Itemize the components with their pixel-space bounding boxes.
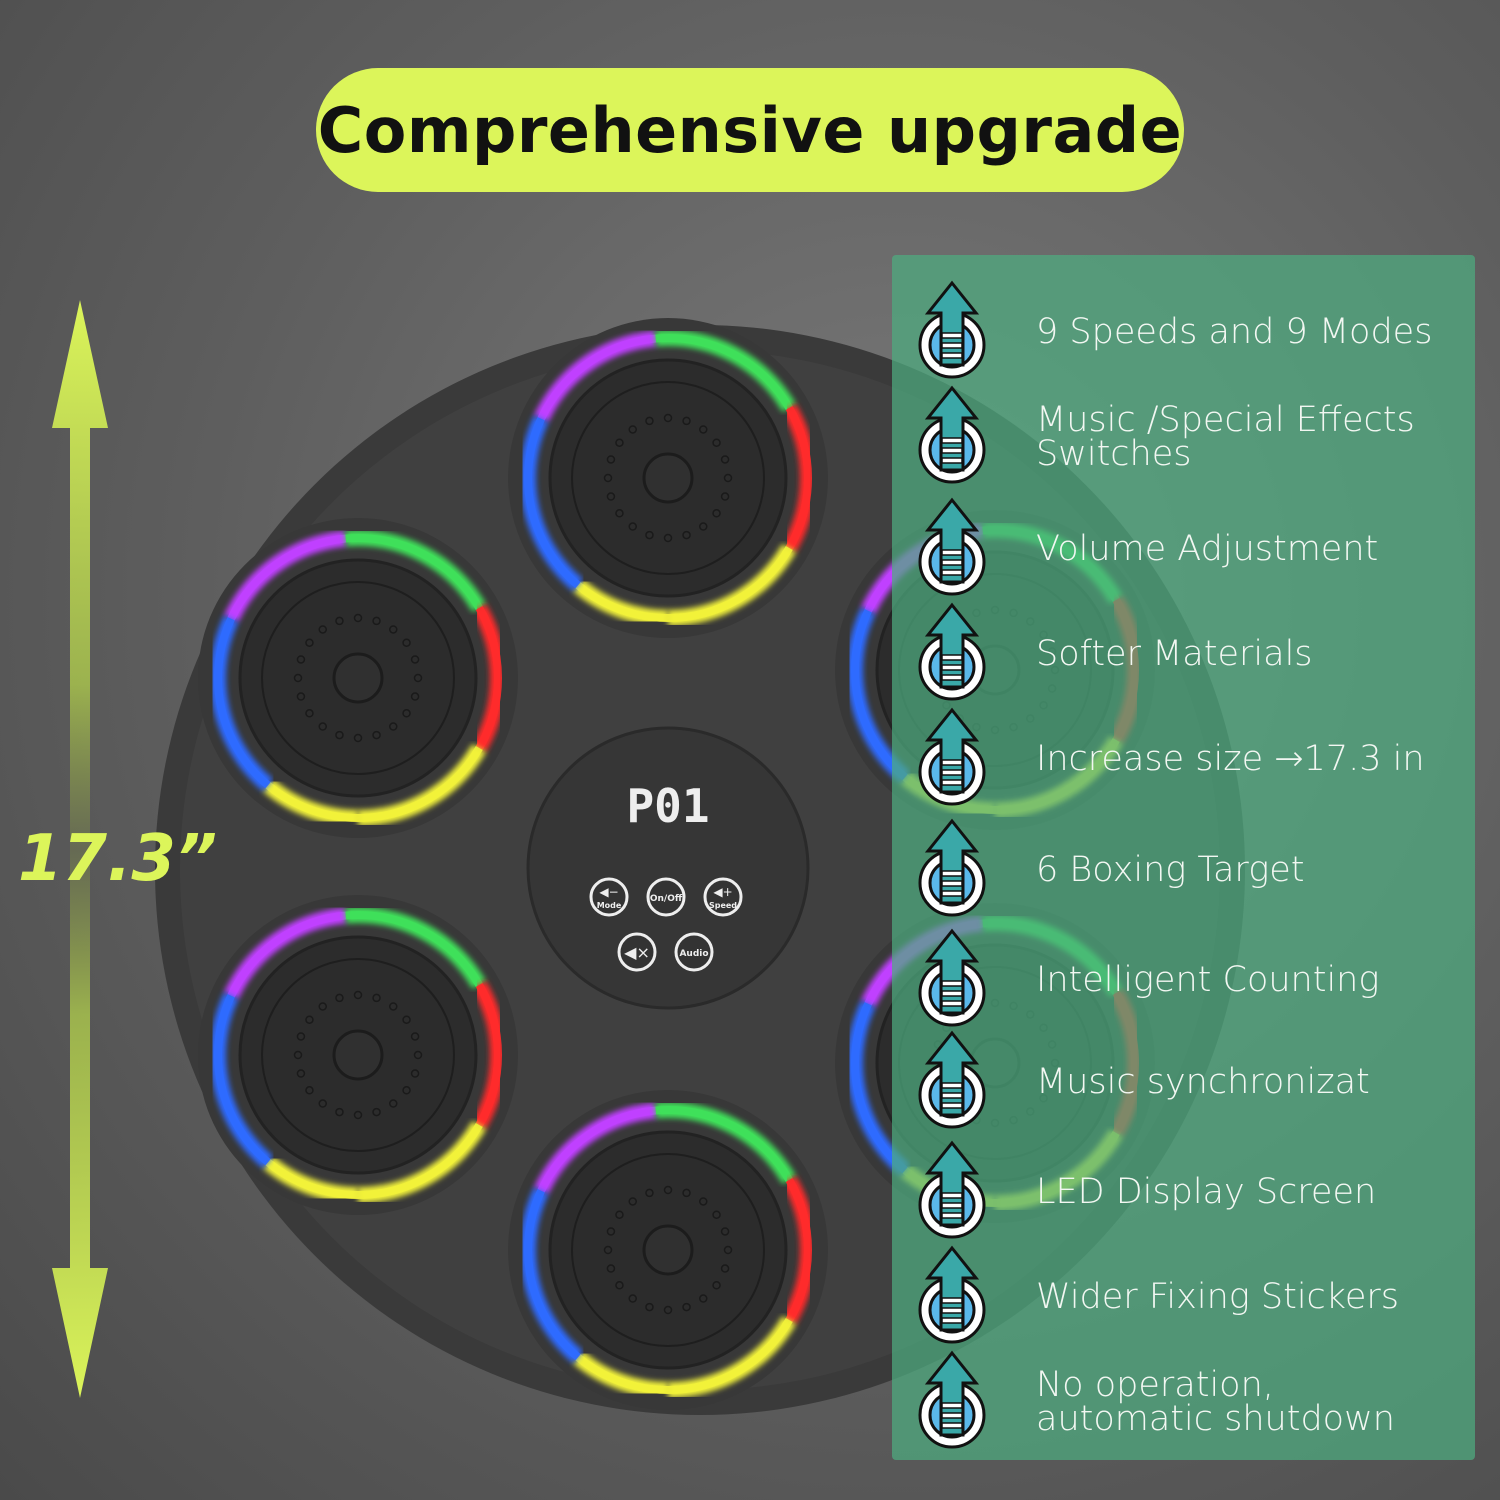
control-button-label: Mode (597, 901, 622, 910)
height-arrow (52, 300, 108, 1398)
boxing-target[interactable] (198, 895, 518, 1215)
control-button-onoff[interactable]: On/Off (646, 877, 686, 917)
control-button-audio[interactable]: Audio (674, 932, 714, 972)
boxing-target[interactable] (508, 1090, 828, 1410)
boxing-target[interactable] (198, 518, 518, 838)
size-label: 17.3” (18, 822, 218, 896)
feature-label: Music /Special Effects Switches (1036, 400, 1415, 474)
feature-label: Wider Fixing Stickers (1036, 1277, 1399, 1317)
feature-label: 9 Speeds and 9 Modes (1036, 312, 1433, 352)
power-upgrade-icon (916, 704, 992, 814)
control-button-speed[interactable]: ◀+ Speed (703, 877, 743, 917)
control-button-mute[interactable]: ◀× (617, 932, 657, 972)
feature-label: Music synchronizat (1036, 1062, 1370, 1102)
power-upgrade-icon (916, 1242, 992, 1352)
feature-label: Intelligent Counting (1036, 960, 1380, 1000)
control-button-label: Speed (709, 901, 737, 910)
feature-label: Volume Adjustment (1036, 529, 1379, 569)
control-button-label: On/Off (650, 894, 683, 904)
feature-label: No operation, automatic shutdown (1036, 1365, 1395, 1439)
power-upgrade-icon (916, 599, 992, 709)
volume-down-icon: ◀− (599, 885, 618, 899)
feature-item: 6 Boxing Target (892, 815, 1475, 925)
feature-label: Softer Materials (1036, 634, 1313, 674)
power-upgrade-icon (916, 925, 992, 1035)
feature-item: Softer Materials (892, 599, 1475, 709)
features-panel: 9 Speeds and 9 Modes Music /Special Effec… (892, 255, 1475, 1460)
feature-item: 9 Speeds and 9 Modes (892, 277, 1475, 387)
control-panel: P01 ◀− Mode On/Off ◀+ Speed ◀× Audio (526, 726, 810, 1010)
feature-item: Volume Adjustment (892, 494, 1475, 604)
led-readout: P01 (626, 779, 709, 833)
feature-item: Wider Fixing Stickers (892, 1242, 1475, 1352)
control-button-mode[interactable]: ◀− Mode (589, 877, 629, 917)
boxing-target[interactable] (508, 318, 828, 638)
power-upgrade-icon (916, 1027, 992, 1137)
power-upgrade-icon (916, 1347, 992, 1457)
feature-item: Increase size →17.3 in (892, 704, 1475, 814)
feature-item: Intelligent Counting (892, 925, 1475, 1035)
power-upgrade-icon (916, 277, 992, 387)
feature-item: Music /Special Effects Switches (892, 382, 1475, 492)
mute-icon: ◀× (624, 943, 650, 962)
feature-label: Increase size →17.3 in (1036, 739, 1425, 779)
control-button-label: Audio (679, 949, 708, 959)
power-upgrade-icon (916, 382, 992, 492)
feature-item: Music synchronizat (892, 1027, 1475, 1137)
title-banner: Comprehensive upgrade (316, 68, 1184, 192)
feature-label: 6 Boxing Target (1036, 850, 1305, 890)
volume-up-icon: ◀+ (713, 885, 732, 899)
feature-item: No operation, automatic shutdown (892, 1347, 1475, 1457)
power-upgrade-icon (916, 1137, 992, 1247)
feature-label: LED Display Screen (1036, 1172, 1377, 1212)
feature-item: LED Display Screen (892, 1137, 1475, 1247)
power-upgrade-icon (916, 815, 992, 925)
power-upgrade-icon (916, 494, 992, 604)
